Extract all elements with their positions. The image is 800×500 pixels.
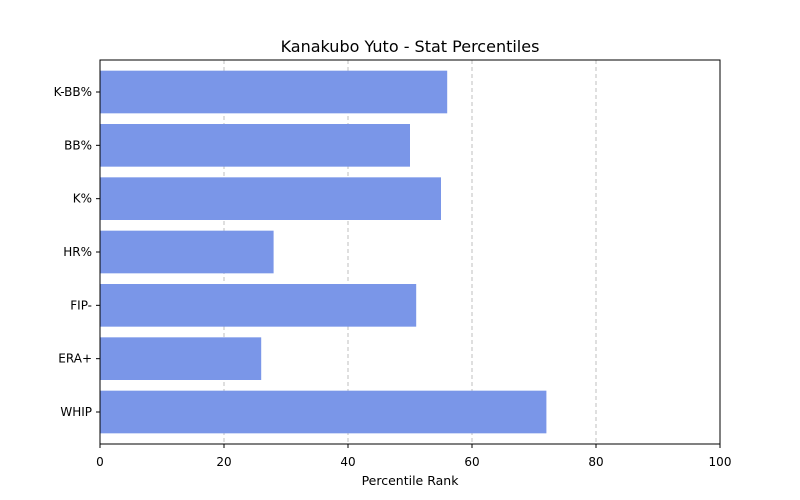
y-tick-label: ERA+	[58, 352, 92, 366]
x-tick-label: 100	[709, 455, 732, 469]
bar-whip	[100, 390, 547, 434]
x-axis-label: Percentile Rank	[362, 473, 460, 488]
grid-lines	[223, 60, 597, 444]
x-tick-label: 20	[216, 455, 231, 469]
bar-bb-	[100, 124, 410, 167]
chart-title: Kanakubo Yuto - Stat Percentiles	[281, 37, 540, 56]
y-tick-label: BB%	[64, 138, 92, 152]
y-tick-label: WHIP	[60, 405, 92, 419]
x-axis-ticks: 0 20 40 60 80 100	[96, 444, 731, 469]
y-tick-label: FIP-	[70, 298, 92, 312]
x-tick-label: 40	[340, 455, 355, 469]
x-tick-label: 0	[96, 455, 104, 469]
y-tick-label: K-BB%	[54, 85, 92, 99]
bar-k-	[100, 177, 441, 220]
y-tick-label: HR%	[63, 245, 92, 259]
bar-hr-	[100, 230, 274, 274]
y-tick-label: K%	[73, 192, 92, 206]
bars	[100, 70, 547, 434]
bar-fip-	[100, 284, 417, 327]
y-axis-ticks: K-BB% BB% K% HR% FIP- ERA+ WHIP	[54, 85, 100, 419]
x-tick-label: 80	[588, 455, 603, 469]
bar-era-	[100, 337, 262, 380]
bar-k-bb-	[100, 70, 448, 114]
x-tick-label: 60	[464, 455, 479, 469]
